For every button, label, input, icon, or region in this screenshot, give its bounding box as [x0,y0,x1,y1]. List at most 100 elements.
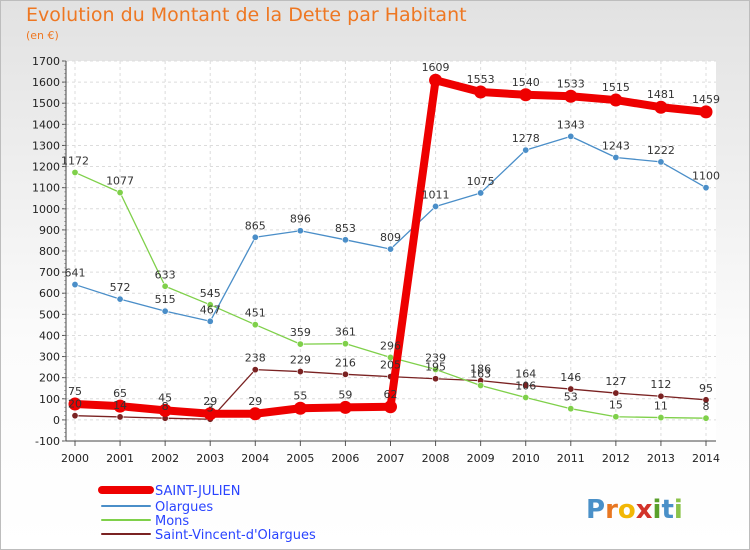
brand-letter: i [653,495,662,525]
data-point [702,414,710,422]
data-point [71,412,79,420]
y-tick-label: 900 [39,224,60,237]
data-label: 1515 [602,81,630,94]
series-saint-julien [68,73,713,421]
data-point [386,245,394,253]
legend-label: Olargues [155,500,213,515]
data-label: 62 [384,388,398,401]
data-label: 641 [65,267,86,280]
data-point [251,321,259,329]
data-label: 106 [515,380,536,393]
data-point [654,100,668,114]
y-tick-label: 1200 [32,161,60,174]
data-point [612,413,620,421]
data-point [477,189,485,197]
data-point [341,340,349,348]
data-point [71,168,79,176]
data-point [113,399,127,413]
y-tick-label: 0 [53,414,60,427]
x-tick-label: 2007 [377,452,405,465]
data-point [612,389,620,397]
data-label: 229 [290,354,311,367]
data-label: 545 [200,287,221,300]
data-label: 1459 [692,93,720,106]
y-tick-label: 400 [39,329,60,342]
data-point [206,317,214,325]
data-point [341,370,349,378]
series-olargues [71,132,710,325]
data-label: 1481 [647,88,675,101]
data-point [477,381,485,389]
x-tick-label: 2011 [557,452,585,465]
data-point [296,227,304,235]
x-tick-label: 2001 [106,452,134,465]
data-point [432,365,440,373]
data-point [68,397,82,411]
x-tick-label: 2008 [422,452,450,465]
data-point [116,413,124,421]
brand-letter: r [605,495,618,525]
data-point [567,405,575,413]
x-tick-label: 2012 [602,452,630,465]
brand-letter: x [636,495,653,525]
data-label: 95 [699,382,713,395]
data-label: 75 [68,385,82,398]
y-tick-label: 500 [39,308,60,321]
y-tick-label: 700 [39,266,60,279]
data-label: 55 [293,389,307,402]
x-tick-label: 2004 [241,452,269,465]
data-point [474,85,488,99]
y-tick-label: 1000 [32,203,60,216]
data-point [341,236,349,244]
data-point [116,189,124,197]
data-label: 1077 [106,175,134,188]
data-label: 186 [470,363,491,376]
x-tick-label: 2003 [196,452,224,465]
data-label: 45 [158,391,172,404]
y-tick-label: 1600 [32,76,60,89]
data-point [71,281,79,289]
y-tick-label: 200 [39,372,60,385]
data-point [432,375,440,383]
data-label: 59 [338,388,352,401]
data-point [432,202,440,210]
y-tick-label: 100 [39,393,60,406]
data-point [338,400,352,414]
data-point [161,282,169,290]
data-point [203,407,217,421]
brand-letter: P [586,495,605,525]
data-label: 1222 [647,144,675,157]
data-label: 359 [290,326,311,339]
legend-label: SAINT-JULIEN [155,484,240,499]
x-tick-label: 2009 [467,452,495,465]
data-point [567,385,575,393]
data-label: 1243 [602,139,630,152]
data-label: 15 [609,399,623,412]
data-label: 1533 [557,77,585,90]
data-label: 1609 [422,61,450,74]
x-tick-label: 2010 [512,452,540,465]
data-point [296,368,304,376]
data-label: 1100 [692,170,720,183]
data-label: 451 [245,307,266,320]
data-label: 164 [515,367,536,380]
data-point [296,340,304,348]
data-point [702,396,710,404]
brand-letter: t [661,495,673,525]
data-point [522,381,530,389]
data-point [293,401,307,415]
data-label: 112 [650,378,671,391]
data-label: 3 [207,401,214,414]
y-tick-label: 1700 [32,55,60,68]
data-label: 238 [245,352,266,365]
y-tick-label: 300 [39,351,60,364]
data-label: 127 [605,375,626,388]
data-label: 1172 [61,154,89,167]
y-tick-label: 1400 [32,118,60,131]
x-tick-label: 2000 [61,452,89,465]
data-point [158,403,172,417]
data-label: 1278 [512,132,540,145]
data-point [609,93,623,107]
data-label: 8 [162,400,169,413]
